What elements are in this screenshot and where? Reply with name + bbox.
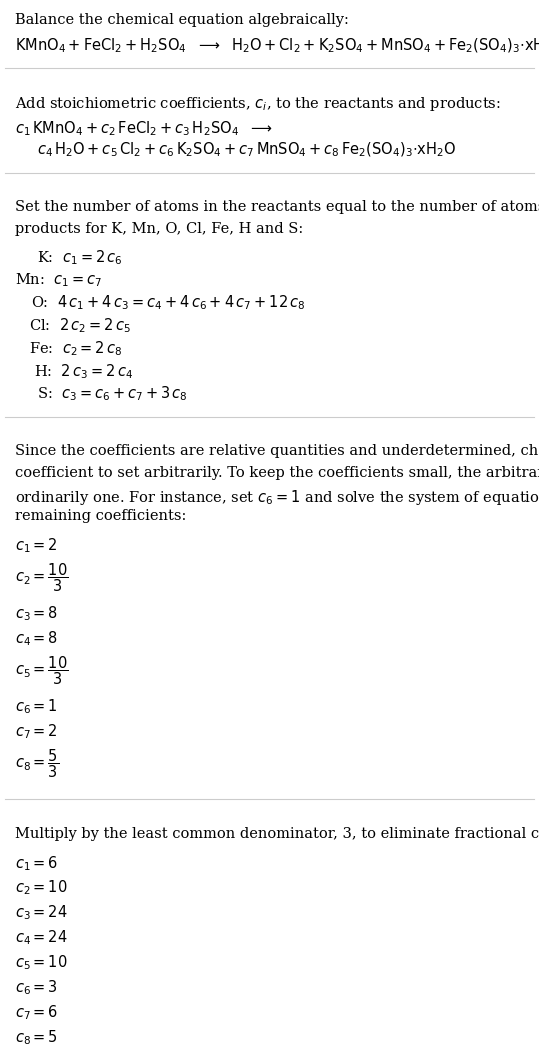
Text: $c_3 = 8$: $c_3 = 8$ xyxy=(15,604,58,623)
Text: H:  $2\,c_3 = 2\,c_4$: H: $2\,c_3 = 2\,c_4$ xyxy=(34,362,133,381)
Text: K:  $c_1 = 2\,c_6$: K: $c_1 = 2\,c_6$ xyxy=(37,248,122,267)
Text: $c_6 = 3$: $c_6 = 3$ xyxy=(15,978,58,997)
Text: Set the number of atoms in the reactants equal to the number of atoms in the: Set the number of atoms in the reactants… xyxy=(15,200,539,215)
Text: $c_2 = 10$: $c_2 = 10$ xyxy=(15,878,68,897)
Text: Add stoichiometric coefficients, $c_i$, to the reactants and products:: Add stoichiometric coefficients, $c_i$, … xyxy=(15,95,501,113)
Text: $c_6 = 1$: $c_6 = 1$ xyxy=(15,697,58,716)
Text: Balance the chemical equation algebraically:: Balance the chemical equation algebraica… xyxy=(15,13,349,26)
Text: Cl:  $2\,c_2 = 2\,c_5$: Cl: $2\,c_2 = 2\,c_5$ xyxy=(29,316,130,335)
Text: $c_5 = \dfrac{10}{3}$: $c_5 = \dfrac{10}{3}$ xyxy=(15,654,68,687)
Text: $c_4 = 8$: $c_4 = 8$ xyxy=(15,630,58,649)
Text: $c_4 = 24$: $c_4 = 24$ xyxy=(15,928,68,947)
Text: $c_5 = 10$: $c_5 = 10$ xyxy=(15,953,68,972)
Text: Multiply by the least common denominator, 3, to eliminate fractional coefficient: Multiply by the least common denominator… xyxy=(15,826,539,841)
Text: products for K, Mn, O, Cl, Fe, H and S:: products for K, Mn, O, Cl, Fe, H and S: xyxy=(15,222,303,236)
Text: $c_8 = 5$: $c_8 = 5$ xyxy=(15,1027,58,1046)
Text: remaining coefficients:: remaining coefficients: xyxy=(15,509,186,524)
Text: ordinarily one. For instance, set $c_6 = 1$ and solve the system of equations fo: ordinarily one. For instance, set $c_6 =… xyxy=(15,488,539,507)
Text: $c_8 = \dfrac{5}{3}$: $c_8 = \dfrac{5}{3}$ xyxy=(15,747,59,780)
Text: $c_1 = 6$: $c_1 = 6$ xyxy=(15,854,58,873)
Text: $c_1\,\mathrm{KMnO_4} + c_2\,\mathrm{FeCl_2} + c_3\,\mathrm{H_2SO_4}$  $\longrig: $c_1\,\mathrm{KMnO_4} + c_2\,\mathrm{FeC… xyxy=(15,118,273,138)
Text: coefficient to set arbitrarily. To keep the coefficients small, the arbitrary va: coefficient to set arbitrarily. To keep … xyxy=(15,466,539,480)
Text: $c_1 = 2$: $c_1 = 2$ xyxy=(15,536,58,555)
Text: $c_7 = 6$: $c_7 = 6$ xyxy=(15,1003,58,1022)
Text: Mn:  $c_1 = c_7$: Mn: $c_1 = c_7$ xyxy=(15,271,102,289)
Text: $c_7 = 2$: $c_7 = 2$ xyxy=(15,723,58,742)
Text: $\mathrm{KMnO_4 + FeCl_2 + H_2SO_4}$  $\longrightarrow$  $\mathrm{H_2O + Cl_2 + : $\mathrm{KMnO_4 + FeCl_2 + H_2SO_4}$ $\l… xyxy=(15,36,539,55)
Text: $c_2 = \dfrac{10}{3}$: $c_2 = \dfrac{10}{3}$ xyxy=(15,561,68,594)
Text: Since the coefficients are relative quantities and underdetermined, choose a: Since the coefficients are relative quan… xyxy=(15,444,539,458)
Text: Fe:  $c_2 = 2\,c_8$: Fe: $c_2 = 2\,c_8$ xyxy=(29,339,122,358)
Text: $c_4\,\mathrm{H_2O} + c_5\,\mathrm{Cl_2} + c_6\,\mathrm{K_2SO_4} + c_7\,\mathrm{: $c_4\,\mathrm{H_2O} + c_5\,\mathrm{Cl_2}… xyxy=(37,141,456,159)
Text: S:  $c_3 = c_6 + c_7 + 3\,c_8$: S: $c_3 = c_6 + c_7 + 3\,c_8$ xyxy=(37,384,188,403)
Text: O:  $4\,c_1 + 4\,c_3 = c_4 + 4\,c_6 + 4\,c_7 + 12\,c_8$: O: $4\,c_1 + 4\,c_3 = c_4 + 4\,c_6 + 4\,… xyxy=(31,293,306,312)
Text: $c_3 = 24$: $c_3 = 24$ xyxy=(15,904,68,923)
